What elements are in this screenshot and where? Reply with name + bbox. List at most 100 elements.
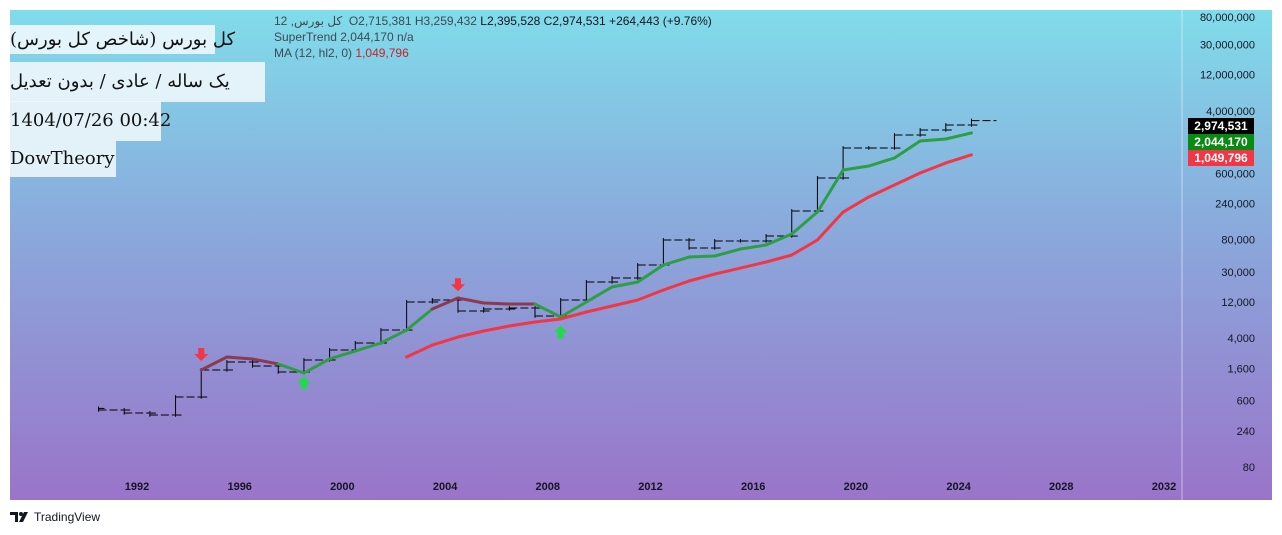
buy-arrow-icon [296,376,311,390]
ma-line-segment [661,279,691,292]
y-tick-label: 600 [1237,396,1255,408]
tradingview-logo[interactable]: TradingView [10,510,100,524]
ma-line-segment [815,210,845,242]
ma-line-segment [636,288,665,302]
supertrend-line-segment [713,247,742,258]
ma-line-segment [944,153,973,165]
ma-line-segment [713,266,742,276]
y-tick-label: 80,000 [1221,235,1255,247]
subtitle-text: یک ساله / عادی / بدون تعدیل [10,71,230,92]
ma-line-segment [507,320,537,328]
ma-line-segment [430,335,460,347]
x-tick-label: 2020 [844,481,868,493]
price-chart[interactable]: 80,000,000 30,000,000 12,000,000 4,000,000 6… [10,10,1272,500]
supertrend-line-segment [430,296,460,311]
brand-label: TradingView [34,510,101,524]
ma-line-segment [559,310,588,321]
supertrend-line-segment [841,164,871,172]
supertrend-line-segment [302,357,332,375]
y-tick-label: 240,000 [1215,198,1255,210]
ma-line-segment [533,317,563,324]
supertrend-line-segment [636,263,665,284]
ma-line-segment [738,260,768,270]
y-tick-label: 12,000 [1221,297,1255,309]
ma-line-segment [584,304,614,314]
legend-symbol: کل بورس, 12 [274,14,343,28]
supertrend-line-segment [944,131,973,141]
y-tick-label: 240 [1237,426,1255,438]
supertrend-line-segment [764,232,794,247]
supertrend-line-segment [918,137,948,143]
supertrend-line-segment [353,341,383,353]
supertrend-line-segment [456,296,486,305]
x-tick-label: 1996 [227,481,251,493]
supertrend-line-segment [559,300,588,319]
x-tick-label: 2028 [1049,481,1073,493]
supertrend-line-segment [251,357,280,366]
supertrend-line-segment [584,285,614,304]
price-tag-ma: 1,049,796 [1188,150,1254,166]
subtitle-overlay: یک ساله / عادی / بدون تعدیل [10,62,265,102]
y-tick-label: 80,000,000 [1200,12,1255,24]
ma-line-segment [687,272,717,283]
ma-line-segment [867,183,896,199]
ma-line-segment [841,195,871,214]
price-tag-close: 2,974,531 [1188,118,1254,134]
legend-rest: L2,395,528 C2,974,531 +264,443 (+9.76%) [480,14,712,28]
ma-line-segment [456,329,486,339]
legend: کل بورس, 12 O2,715,381 H3,259,432 L2,395… [274,14,712,60]
supertrend-line-segment [738,243,768,251]
title-overlay: کل بورس (شاخص کل بورس) [10,25,235,54]
x-tick-label: 2012 [638,481,662,493]
y-tick-label: 4,000,000 [1206,106,1255,118]
ma-line-segment [892,171,922,187]
supertrend-line-segment [661,255,691,267]
supertrend-line-segment [405,307,434,332]
supertrend-line-segment [276,362,306,375]
supertrend-line-segment [328,349,357,361]
ma-line-segment [610,298,640,308]
x-tick-label: 2004 [433,481,458,493]
y-tick-label: 12,000,000 [1200,70,1255,82]
x-tick-label: 2024 [946,481,971,493]
y-tick-label: 1,600 [1227,363,1255,375]
author-overlay: DowTheory [10,141,116,177]
supertrend-line-segment [892,139,922,160]
y-tick-label: 30,000,000 [1200,39,1255,51]
sell-arrow-icon [450,278,465,292]
x-tick-label: 1992 [125,481,149,493]
legend-ohlc: O2,715,381 H3,259,432 [348,14,477,28]
supertrend-line-segment [687,254,717,259]
author-text: DowTheory [10,148,115,169]
supertrend-line-segment [610,280,640,289]
sell-arrow-icon [194,348,209,362]
supertrend-line-segment [199,355,229,372]
x-tick-label: 2008 [536,481,560,493]
tradingview-logo-icon [10,512,28,522]
y-tick-label: 80 [1243,462,1255,474]
supertrend-line-segment [815,168,845,214]
y-tick-label: 4,000 [1227,333,1255,345]
legend-ma-value: 1,049,796 [355,46,409,60]
legend-indicator1: SuperTrend 2,044,170 n/a [274,30,414,44]
x-tick-label: 2016 [741,481,765,493]
ma-line-segment [405,343,434,359]
supertrend-line-segment [867,156,896,168]
ma-line-segment [482,324,511,333]
datetime-text: 1404/07/26 00:42 [10,110,172,131]
supertrend-line-segment [225,355,255,361]
supertrend-line-segment [379,328,409,345]
buy-arrow-icon [553,325,568,339]
supertrend-line-segment [533,302,563,319]
x-tick-label: 2000 [330,481,354,493]
x-tick-label: 2032 [1152,481,1176,493]
y-tick-label: 600,000 [1215,168,1255,180]
ma-line-segment [918,161,948,175]
ma-line-segment [790,238,819,257]
title-text: کل بورس (شاخص کل بورس) [10,29,236,50]
datetime-overlay: 1404/07/26 00:42 [10,101,171,141]
legend-ma-name: MA (12, hl2, 0) [274,46,353,60]
supertrend-line-segment [482,301,511,306]
ma-line-segment [764,253,794,264]
y-tick-label: 30,000 [1221,267,1255,279]
